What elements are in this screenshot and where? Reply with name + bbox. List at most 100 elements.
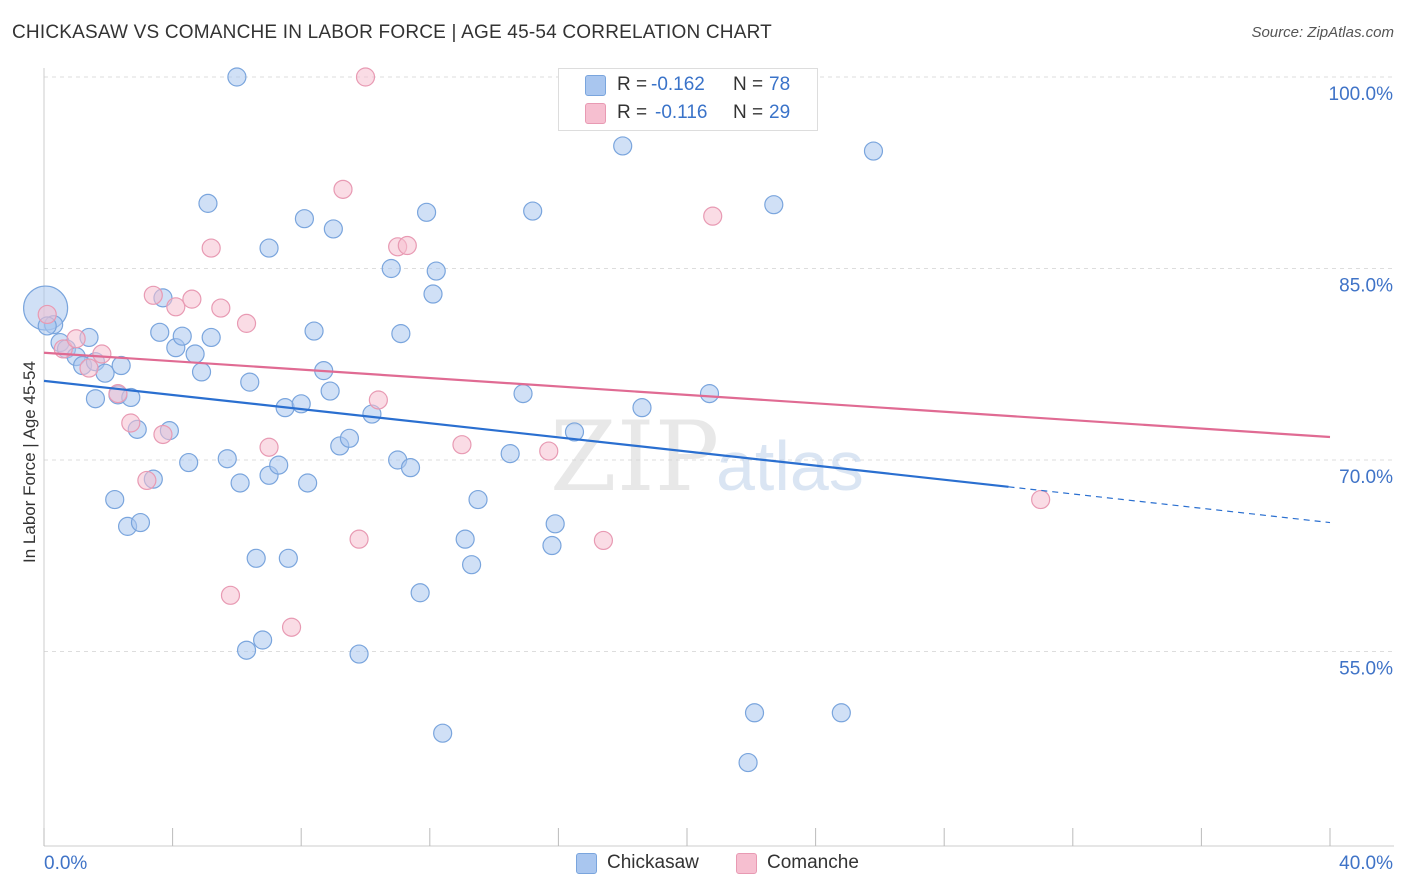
chickasaw-point bbox=[230, 473, 250, 493]
comanche-point bbox=[201, 238, 221, 258]
y-tick-label: 85.0% bbox=[1339, 276, 1393, 297]
chickasaw-point bbox=[410, 583, 430, 603]
legend-r-value: -0.162 bbox=[651, 74, 705, 95]
chickasaw-point bbox=[513, 384, 533, 404]
chickasaw-trend-extension bbox=[1008, 486, 1331, 524]
chickasaw-point bbox=[240, 372, 260, 392]
comanche-point bbox=[166, 297, 186, 317]
legend-r-label: R = bbox=[617, 102, 648, 123]
comanche-trend-line bbox=[43, 351, 1331, 439]
chickasaw-point bbox=[320, 381, 340, 401]
chickasaw-point bbox=[278, 548, 298, 568]
chickasaw-trend-line bbox=[43, 379, 1009, 488]
comanche-point bbox=[220, 585, 241, 605]
chickasaw-point bbox=[545, 514, 565, 534]
chickasaw-point bbox=[198, 193, 218, 213]
comanche-point bbox=[137, 470, 157, 491]
chickasaw-point bbox=[179, 452, 199, 473]
chickasaw-point bbox=[105, 489, 125, 510]
comanche-point bbox=[355, 67, 376, 87]
chickasaw-point bbox=[95, 363, 115, 383]
comanche-point bbox=[452, 435, 472, 455]
chickasaw-point bbox=[632, 398, 652, 418]
y-tick-label: 70.0% bbox=[1339, 467, 1393, 488]
chickasaw-point bbox=[699, 384, 720, 404]
legend-n-label: N = bbox=[733, 102, 764, 123]
chickasaw-point bbox=[426, 261, 446, 281]
chickasaw-point bbox=[236, 640, 257, 660]
legend-label-chickasaw: Chickasaw bbox=[607, 852, 699, 873]
chickasaw-point bbox=[253, 630, 273, 650]
axes bbox=[43, 68, 1394, 847]
chickasaw-point bbox=[455, 529, 475, 549]
chickasaw-point bbox=[400, 458, 421, 478]
chickasaw-point bbox=[564, 422, 585, 442]
comanche-point bbox=[1031, 489, 1051, 510]
chickasaw-point bbox=[613, 136, 633, 156]
series-chickasaw bbox=[23, 67, 884, 773]
y-axis-label: In Labor Force | Age 45-54 bbox=[20, 361, 39, 563]
chickasaw-point bbox=[416, 202, 437, 222]
y-tick-label: 100.0% bbox=[1329, 84, 1394, 105]
source-label: Source: ZipAtlas.com bbox=[1251, 24, 1394, 41]
chart-title: CHICKASAW VS COMANCHE IN LABOR FORCE | A… bbox=[12, 22, 772, 43]
chickasaw-point bbox=[150, 322, 170, 342]
chickasaw-point bbox=[227, 67, 247, 87]
chickasaw-point bbox=[381, 258, 401, 279]
comanche-point bbox=[703, 206, 723, 226]
legend-stats: R = -0.162 N = 78 R = -0.116 N = 29 bbox=[558, 68, 818, 131]
x-tick-label: 40.0% bbox=[1339, 853, 1393, 874]
chickasaw-point bbox=[500, 444, 520, 464]
chickasaw-point bbox=[523, 201, 543, 221]
legend-swatch-comanche bbox=[736, 852, 757, 874]
chickasaw-point bbox=[201, 327, 221, 348]
chickasaw-point bbox=[863, 141, 884, 161]
legend-item-comanche: Comanche bbox=[736, 852, 859, 874]
chickasaw-point bbox=[185, 344, 205, 364]
comanche-point bbox=[92, 344, 112, 364]
chickasaw-point bbox=[269, 455, 289, 475]
comanche-point bbox=[153, 424, 173, 445]
chickasaw-point bbox=[259, 238, 279, 258]
chickasaw-point bbox=[461, 555, 482, 575]
series-comanche bbox=[37, 67, 1051, 637]
chickasaw-point bbox=[542, 535, 562, 556]
comanche-point bbox=[593, 530, 614, 551]
legend-n-value: 29 bbox=[769, 102, 791, 123]
x-tick-label: 0.0% bbox=[44, 853, 87, 874]
legend-r-value: -0.116 bbox=[655, 102, 708, 123]
chickasaw-point bbox=[191, 362, 212, 382]
chickasaw-point bbox=[246, 548, 266, 568]
chickasaw-point bbox=[217, 449, 237, 469]
chickasaw-point bbox=[433, 723, 453, 743]
comanche-point bbox=[66, 329, 86, 349]
legend-swatch-chickasaw bbox=[576, 852, 597, 874]
chickasaw-point bbox=[298, 473, 318, 493]
chickasaw-point bbox=[349, 644, 369, 664]
legend-label-comanche: Comanche bbox=[767, 852, 859, 873]
chickasaw-point bbox=[130, 512, 151, 533]
comanche-point bbox=[182, 289, 202, 309]
chickasaw-point bbox=[339, 428, 360, 448]
chickasaw-point bbox=[391, 324, 411, 344]
comanche-point bbox=[143, 285, 163, 305]
watermark: ZIP atlas bbox=[550, 401, 864, 513]
comanche-point bbox=[236, 313, 257, 333]
chickasaw-point bbox=[304, 321, 324, 341]
chickasaw-point bbox=[85, 389, 106, 409]
chickasaw-point bbox=[111, 355, 131, 376]
comanche-point bbox=[211, 298, 231, 318]
watermark-zip: ZIP bbox=[550, 401, 719, 513]
chickasaw-point bbox=[423, 284, 443, 304]
comanche-point bbox=[79, 358, 99, 378]
chickasaw-point bbox=[294, 209, 315, 229]
legend-series: Chickasaw Comanche bbox=[0, 852, 1406, 878]
legend-swatch-comanche bbox=[585, 102, 606, 124]
grid bbox=[44, 76, 1394, 652]
chickasaw-point bbox=[738, 752, 758, 773]
legend-item-chickasaw: Chickasaw bbox=[576, 852, 699, 874]
chickasaw-point bbox=[744, 703, 765, 723]
chickasaw-point bbox=[172, 326, 192, 346]
legend-n-label: N = bbox=[733, 74, 764, 95]
